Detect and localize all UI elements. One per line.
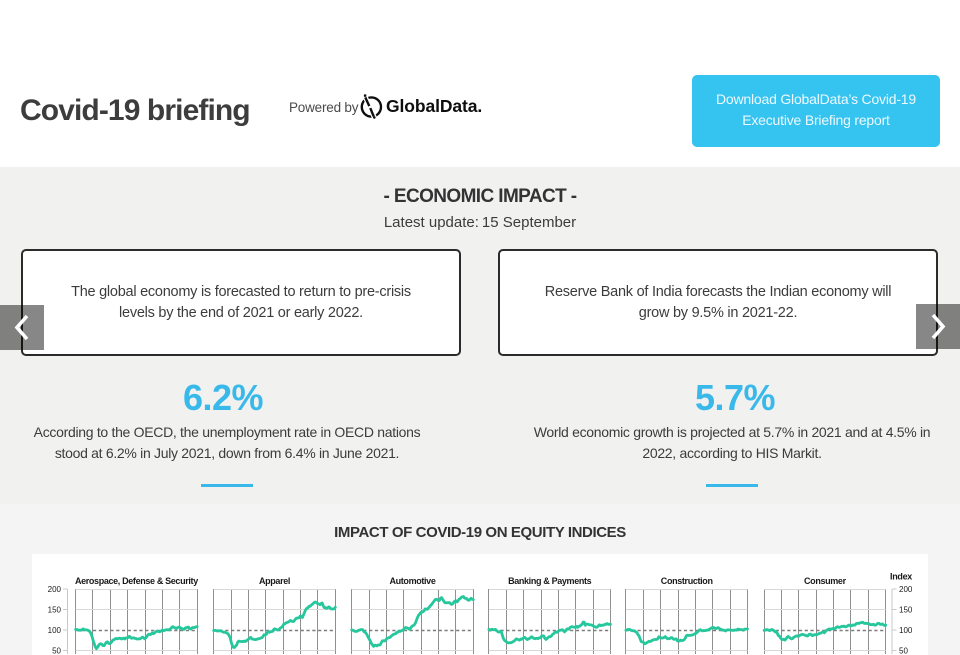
svg-text:50: 50 — [899, 646, 908, 655]
svg-text:Apparel: Apparel — [259, 576, 290, 586]
svg-text:200: 200 — [899, 585, 913, 594]
svg-text:150: 150 — [48, 605, 62, 614]
svg-text:100: 100 — [899, 626, 913, 635]
svg-text:200: 200 — [48, 585, 62, 594]
svg-text:150: 150 — [899, 605, 913, 614]
svg-text:100: 100 — [48, 626, 62, 635]
svg-text:50: 50 — [52, 646, 61, 655]
svg-text:Consumer: Consumer — [804, 576, 847, 586]
svg-text:Index: Index — [890, 572, 912, 582]
svg-text:Construction: Construction — [661, 576, 713, 586]
svg-text:Banking & Payments: Banking & Payments — [508, 576, 592, 586]
svg-text:Aerospace, Defense & Security: Aerospace, Defense & Security — [75, 576, 198, 586]
svg-text:Automotive: Automotive — [389, 576, 435, 586]
